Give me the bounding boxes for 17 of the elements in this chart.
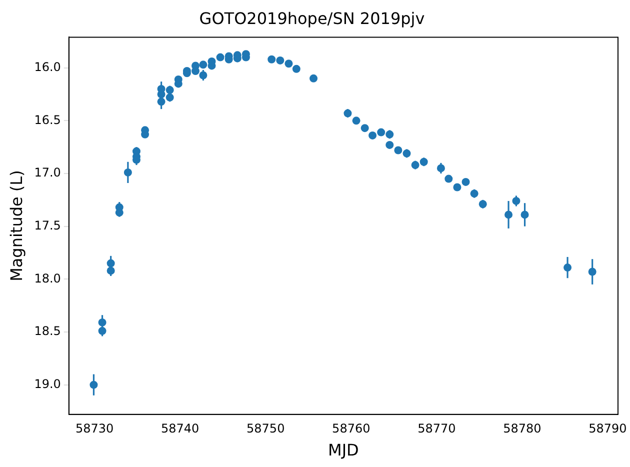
y-tick-label: 17.5: [34, 218, 61, 232]
x-axis-title: MJD: [328, 440, 359, 460]
x-tick-label: 58740: [161, 422, 200, 436]
x-tick-label: 58790: [588, 422, 627, 436]
y-tick-label: 18.5: [34, 324, 61, 338]
y-axis-title: Magnitude (L): [6, 170, 26, 282]
y-tick-label: 18.0: [34, 271, 61, 286]
y-tick-label: 16.0: [34, 60, 61, 74]
y-tick-label: 16.5: [34, 112, 61, 127]
x-tick-label: 58760: [332, 422, 370, 436]
x-tick-label: 58750: [246, 422, 285, 436]
chart-title: GOTO2019hope/SN 2019pjv: [199, 8, 425, 28]
y-tick-label: 19.0: [34, 376, 61, 391]
x-tick-label: 58770: [418, 422, 456, 436]
y-tick-label: 17.0: [34, 166, 61, 180]
x-tick-label: 58730: [75, 422, 114, 436]
x-tick-label: 58780: [503, 422, 542, 436]
